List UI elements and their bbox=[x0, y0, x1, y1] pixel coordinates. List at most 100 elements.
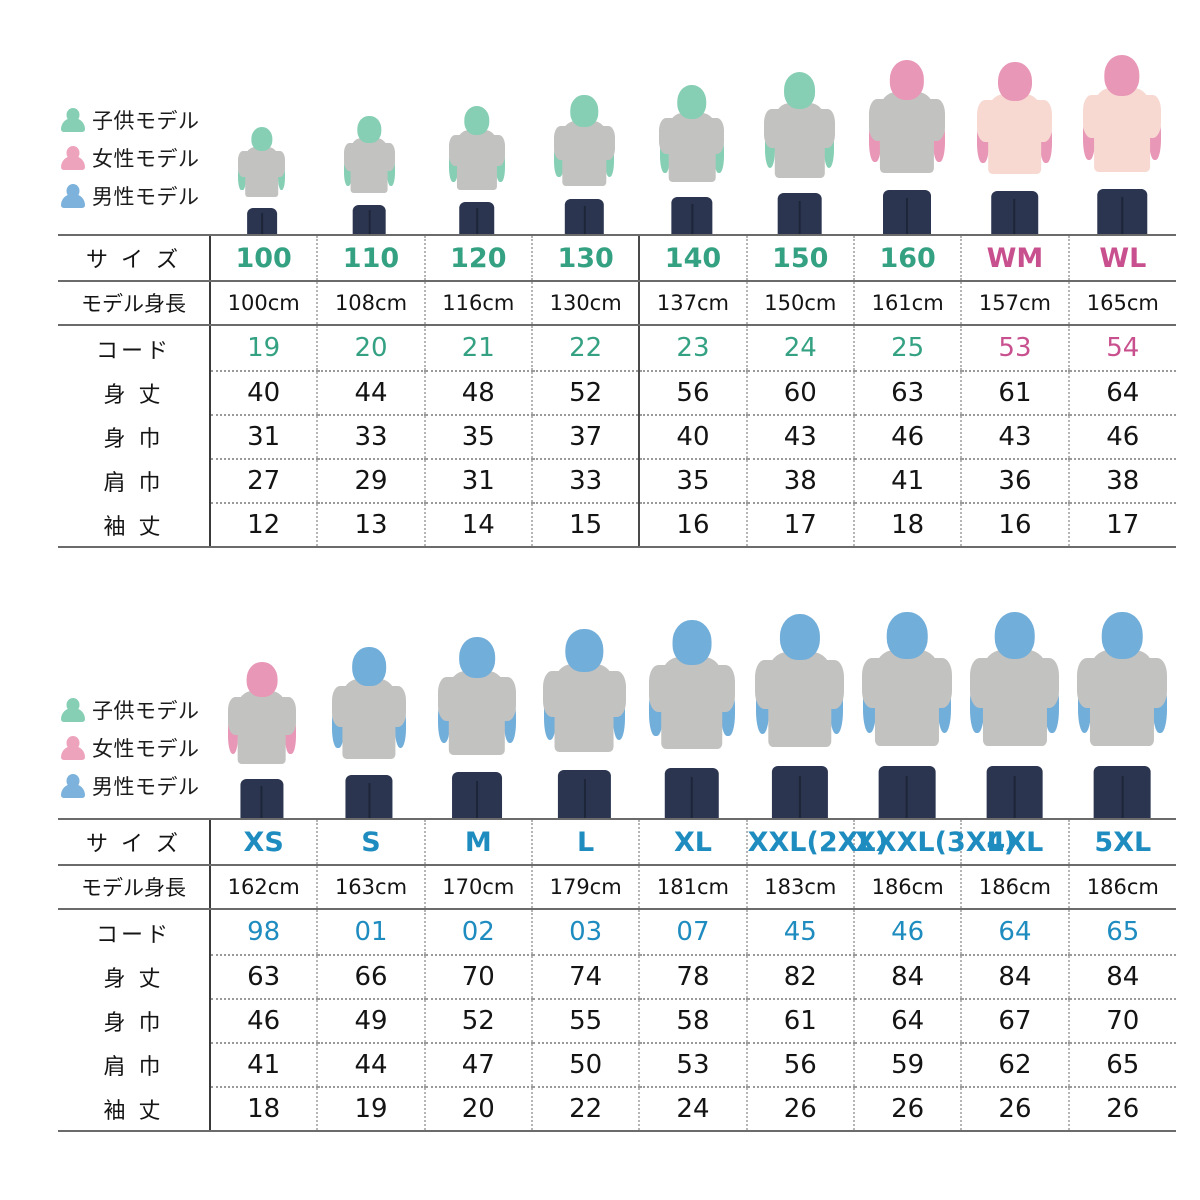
cell-shoulder-width: 31 bbox=[423, 459, 532, 504]
cell-sleeve-length: 16 bbox=[638, 503, 747, 548]
cell-model-height: 186cm bbox=[1067, 865, 1176, 910]
cell-size: WL bbox=[1067, 234, 1176, 282]
model-shirt bbox=[1094, 88, 1151, 172]
table-row: 身 丈 63 66 70 74 78 82 84 84 84 bbox=[58, 955, 1176, 1000]
cell-size: 160 bbox=[852, 234, 962, 282]
person-icon-child bbox=[58, 105, 88, 135]
table-row: モデル身長 100cm 108cm 116cm 130cm 137cm 150cm 161cm… bbox=[58, 281, 1176, 326]
table-row: 袖 丈 18 19 20 22 24 26 26 26 26 bbox=[58, 1087, 1176, 1132]
model-head bbox=[570, 95, 599, 127]
cell-shoulder-width: 53 bbox=[638, 1043, 747, 1088]
row-label-body-width: 身 巾 bbox=[103, 427, 164, 452]
cell-code: 64 bbox=[960, 909, 1069, 956]
legend-item-child: 子供モデル bbox=[58, 103, 200, 137]
cell-body-length: 66 bbox=[316, 955, 425, 1000]
row-label-size: サ イ ズ bbox=[58, 234, 210, 282]
cell-body-width: 67 bbox=[960, 999, 1069, 1044]
cell-shoulder-width: 62 bbox=[960, 1043, 1069, 1088]
cell-code: 46 bbox=[852, 909, 962, 956]
model-slot-140 bbox=[638, 60, 746, 236]
model-arm-right bbox=[1148, 114, 1161, 161]
model-slot-130 bbox=[531, 60, 639, 236]
cell-shoulder-width: 38 bbox=[1067, 459, 1176, 504]
model-figure bbox=[1082, 54, 1162, 236]
cell-body-width: 33 bbox=[316, 415, 425, 460]
cell-size: S bbox=[316, 818, 425, 866]
cell-code: 53 bbox=[960, 325, 1069, 372]
cell-code: 22 bbox=[530, 325, 640, 372]
cell-sleeve-length: 26 bbox=[745, 1087, 854, 1132]
model-pants bbox=[1093, 765, 1151, 820]
table-row: 身 丈 40 44 48 52 56 60 63 61 64 bbox=[58, 371, 1176, 416]
cell-body-width: 61 bbox=[745, 999, 854, 1044]
model-slot-160 bbox=[853, 60, 961, 236]
model-shirt bbox=[350, 138, 388, 194]
legend-item-male: 男性モデル bbox=[58, 179, 200, 213]
model-shirt bbox=[342, 679, 396, 759]
person-icon-female bbox=[58, 143, 88, 173]
model-shirt bbox=[456, 129, 497, 190]
person-icon-male bbox=[58, 771, 88, 801]
model-head bbox=[459, 636, 495, 679]
cell-model-height: 116cm bbox=[423, 281, 532, 326]
cell-code: 23 bbox=[638, 325, 747, 372]
cell-shoulder-width: 65 bbox=[1067, 1043, 1176, 1088]
cell-sleeve-length: 18 bbox=[852, 503, 962, 548]
cell-body-width: 70 bbox=[1067, 999, 1176, 1044]
cell-body-width: 46 bbox=[852, 415, 962, 460]
model-shirt bbox=[767, 652, 832, 747]
model-head bbox=[997, 61, 1032, 101]
model-figure bbox=[227, 661, 297, 820]
legend-kids: 子供モデル 女性モデル 男性モデル bbox=[58, 103, 200, 213]
cell-body-length: 52 bbox=[530, 371, 640, 416]
size-table-kids: サ イ ズ 100 110 120 130 140 150 160 WM WL モデル身長 100cm… bbox=[58, 234, 1176, 548]
cell-body-width: 55 bbox=[530, 999, 640, 1044]
cell-code: 21 bbox=[423, 325, 532, 372]
legend-item-female: 女性モデル bbox=[58, 141, 200, 175]
table-row: 肩 巾 27 29 31 33 35 38 41 36 38 bbox=[58, 459, 1176, 504]
cell-size: 100 bbox=[208, 234, 318, 282]
model-slot-110 bbox=[316, 60, 424, 236]
model-shirt bbox=[668, 112, 716, 183]
model-shirt bbox=[987, 93, 1042, 175]
row-label-sleeve-length: 袖 丈 bbox=[58, 503, 210, 548]
model-figure bbox=[542, 628, 626, 820]
model-figure bbox=[969, 612, 1061, 820]
cell-body-width: 43 bbox=[960, 415, 1069, 460]
row-label-shoulder-width: 肩 巾 bbox=[103, 471, 164, 496]
cell-size: 120 bbox=[423, 234, 532, 282]
model-pants bbox=[558, 770, 611, 820]
cell-sleeve-length: 13 bbox=[316, 503, 425, 548]
row-label-body-length: 身 丈 bbox=[103, 383, 164, 408]
model-slot-S bbox=[316, 612, 424, 820]
legend-label-male: 男性モデル bbox=[92, 185, 200, 209]
cell-size: 140 bbox=[638, 234, 747, 282]
legend-adults: 子供モデル 女性モデル 男性モデル bbox=[58, 693, 200, 803]
model-head bbox=[886, 612, 928, 659]
model-arm-right bbox=[714, 134, 725, 173]
legend-label-female: 女性モデル bbox=[92, 737, 200, 761]
cell-body-length: 63 bbox=[208, 955, 318, 1000]
cell-body-length: 82 bbox=[745, 955, 854, 1000]
model-slot-M bbox=[423, 612, 531, 820]
model-figure bbox=[238, 126, 286, 236]
cell-model-height: 183cm bbox=[745, 865, 854, 910]
model-slot-XL bbox=[638, 612, 746, 820]
cell-code: 25 bbox=[852, 325, 962, 372]
cell-shoulder-width: 41 bbox=[852, 459, 962, 504]
model-pants bbox=[451, 772, 502, 820]
cell-body-width: 52 bbox=[423, 999, 532, 1044]
model-pants bbox=[671, 196, 713, 236]
model-head bbox=[672, 620, 712, 666]
cell-size: L bbox=[530, 818, 640, 866]
cell-body-width: 46 bbox=[1067, 415, 1176, 460]
model-figure bbox=[553, 95, 615, 236]
row-label-model-height: モデル身長 bbox=[58, 865, 210, 910]
cell-body-length: 74 bbox=[530, 955, 640, 1000]
row-label-body-width: 身 巾 bbox=[103, 1011, 164, 1036]
model-slot-XXL(2XL) bbox=[746, 612, 854, 820]
cell-model-height: 165cm bbox=[1067, 281, 1176, 326]
model-figure bbox=[648, 620, 736, 820]
cell-code: 65 bbox=[1067, 909, 1176, 956]
